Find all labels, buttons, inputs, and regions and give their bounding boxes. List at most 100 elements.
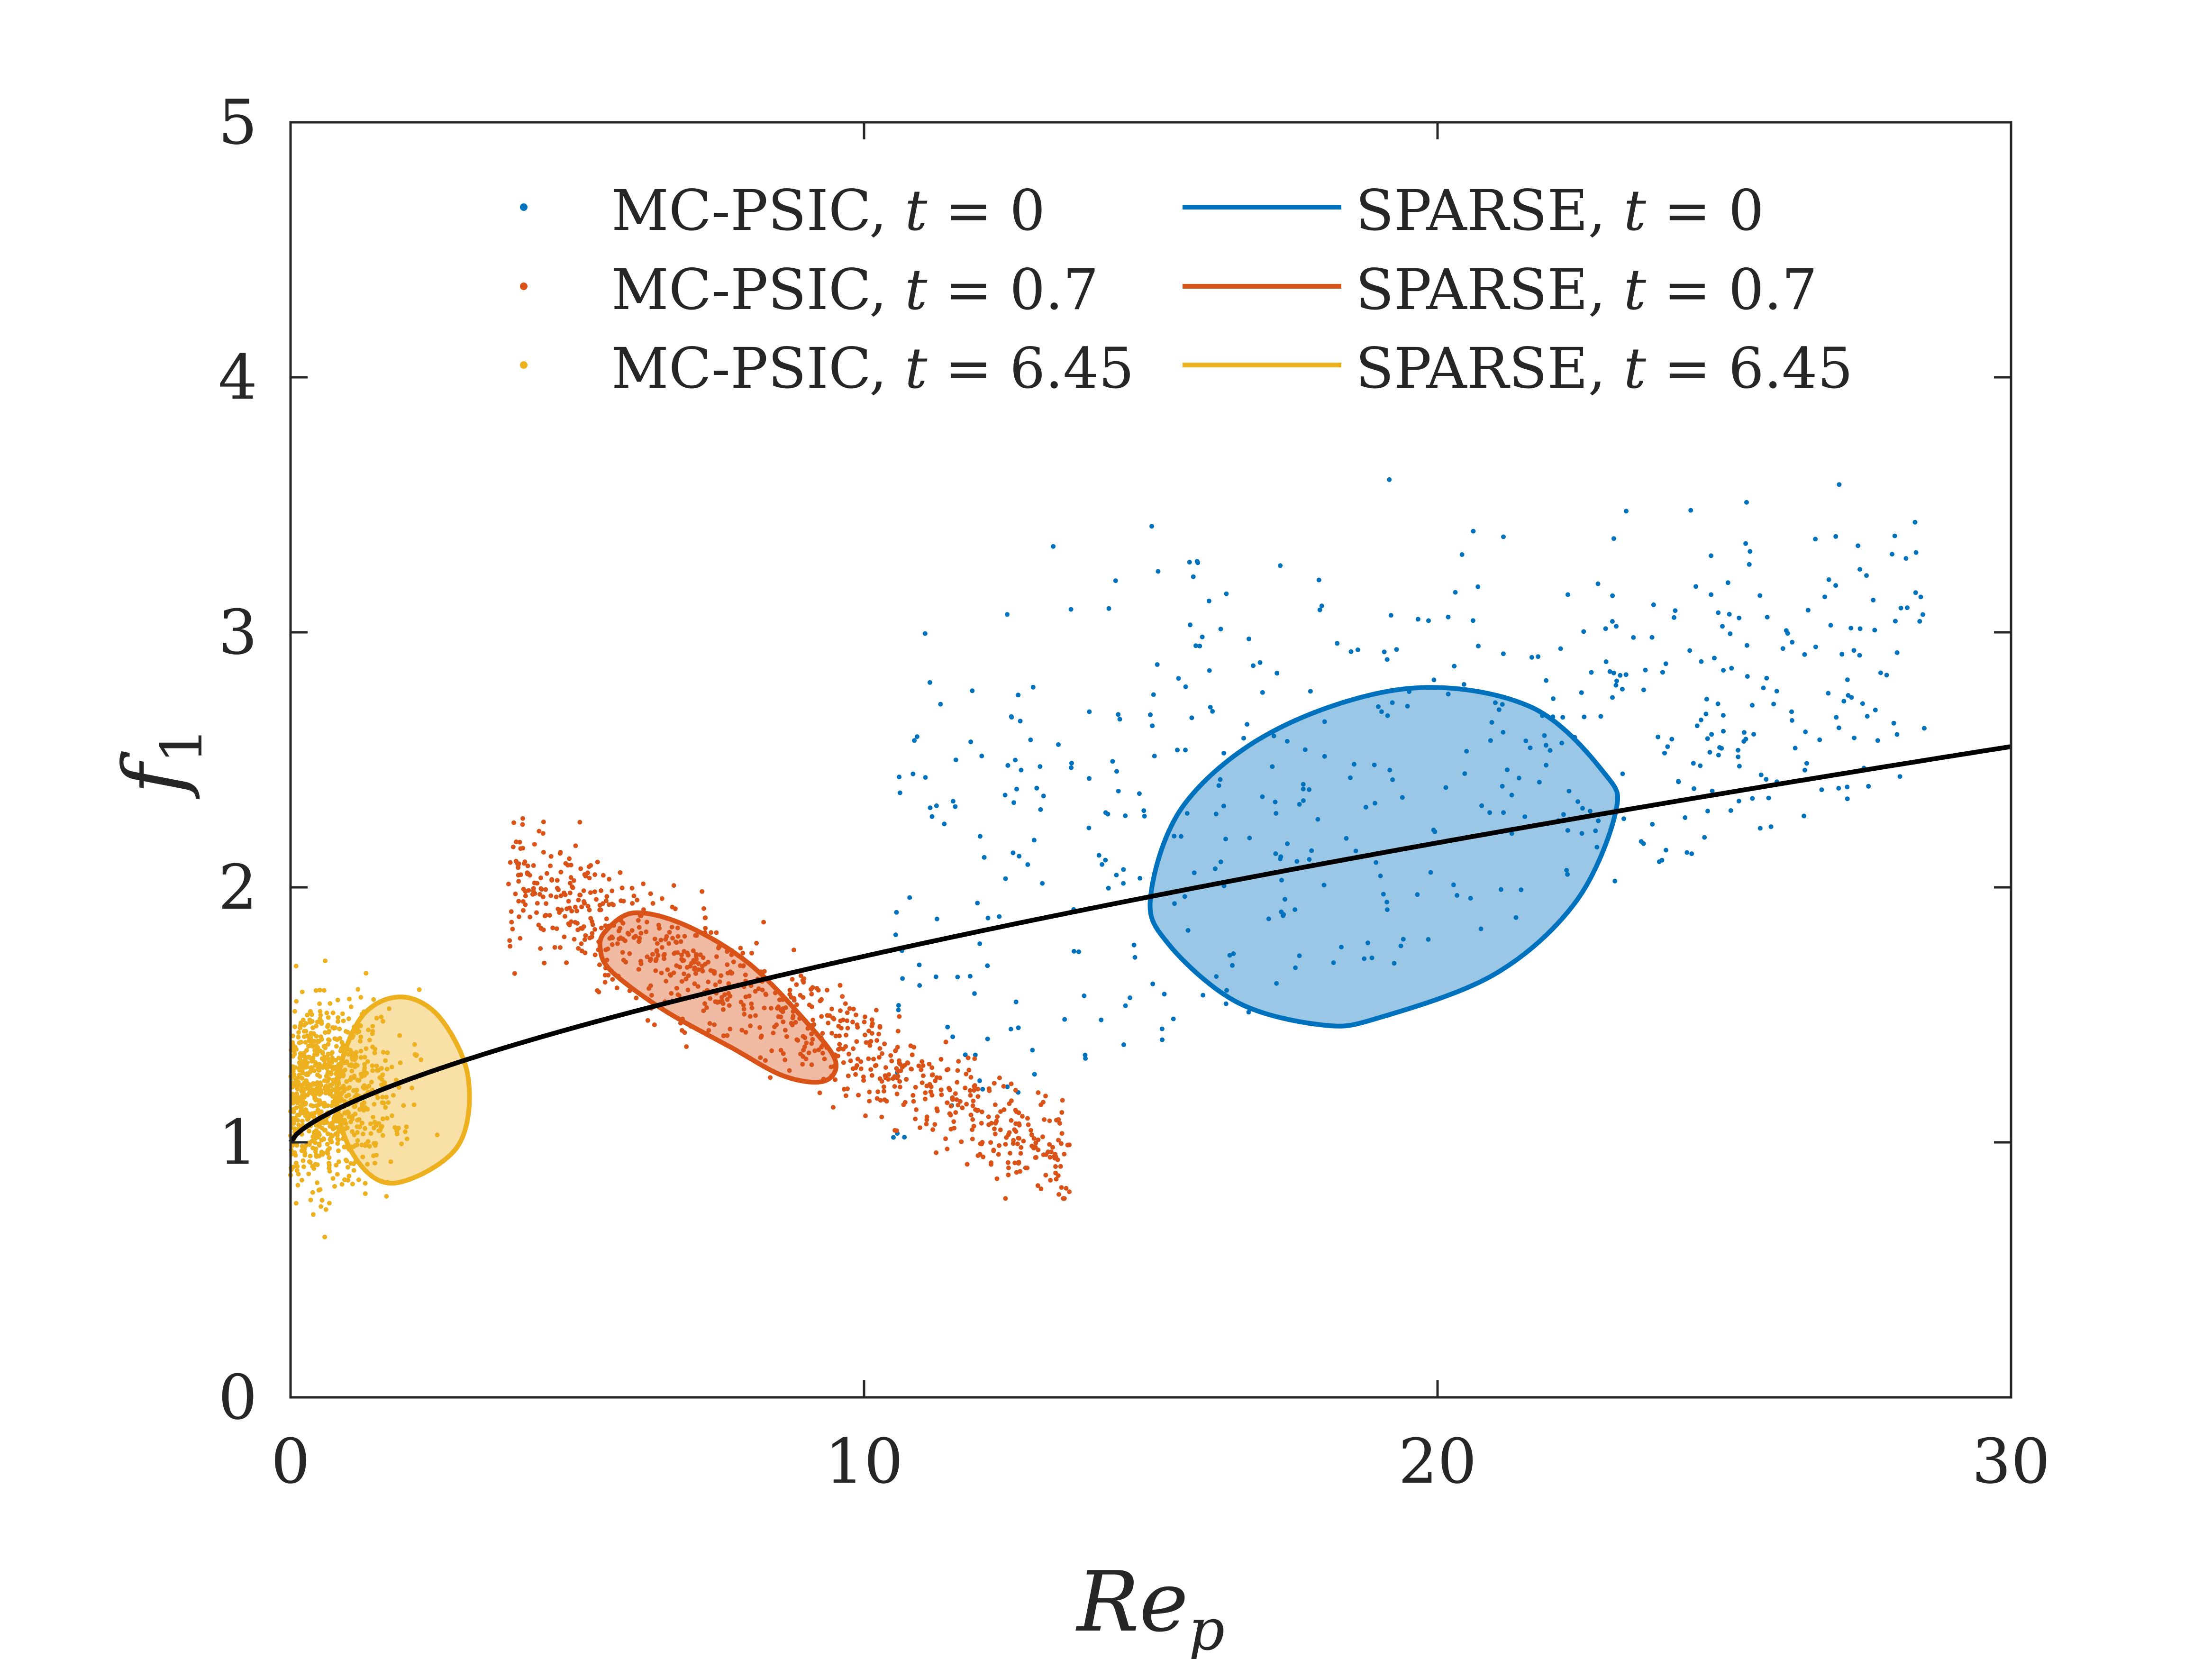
scatter-point <box>569 909 574 914</box>
scatter-point <box>706 959 711 965</box>
scatter-point <box>381 1050 386 1055</box>
scatter-point <box>927 1061 932 1066</box>
scatter-point <box>1148 712 1153 717</box>
scatter-point <box>1025 862 1030 867</box>
scatter-point <box>1207 668 1212 673</box>
scatter-point <box>371 1125 376 1130</box>
scatter-point <box>987 1088 992 1094</box>
scatter-point <box>1123 1003 1128 1008</box>
scatter-point <box>998 1109 1003 1114</box>
scatter-point <box>1699 659 1704 664</box>
scatter-point <box>1365 940 1370 946</box>
scatter-point <box>1459 552 1465 557</box>
scatter-point <box>1712 656 1717 661</box>
scatter-point <box>379 1082 384 1087</box>
scatter-point <box>981 1154 986 1159</box>
scatter-point <box>619 898 624 903</box>
scatter-point <box>916 1063 921 1068</box>
legend-entry-1: MC-PSIC, t = 0.7 <box>520 257 1099 322</box>
scatter-point <box>522 859 528 865</box>
scatter-point <box>1703 711 1709 717</box>
scatter-point <box>548 863 553 868</box>
scatter-point <box>671 883 676 888</box>
scatter-point <box>685 950 690 956</box>
scatter-point <box>1905 605 1910 611</box>
scatter-point <box>960 1105 965 1111</box>
scatter-point <box>882 1097 887 1103</box>
scatter-point <box>517 914 522 920</box>
scatter-point <box>1056 1117 1061 1122</box>
scatter-point <box>293 1201 299 1206</box>
scatter-point <box>1019 1145 1024 1150</box>
scatter-point <box>893 932 898 938</box>
scatter-point <box>1537 780 1542 785</box>
scatter-point <box>1398 943 1403 948</box>
scatter-point <box>1710 788 1715 793</box>
scatter-point <box>579 904 584 910</box>
scatter-point <box>749 950 754 956</box>
scatter-point <box>334 1044 339 1049</box>
scatter-point <box>308 1153 313 1158</box>
scatter-point <box>620 950 625 955</box>
scatter-point <box>1728 631 1733 636</box>
scatter-point <box>1725 580 1730 585</box>
scatter-point <box>894 1091 900 1096</box>
scatter-point <box>1193 643 1198 648</box>
scatter-point <box>1159 1026 1165 1031</box>
scatter-point <box>300 1095 305 1101</box>
scatter-point <box>1564 867 1569 873</box>
scatter-point <box>1676 779 1681 784</box>
scatter-point <box>727 1003 732 1008</box>
scatter-point <box>943 1136 948 1141</box>
scatter-point <box>513 891 518 896</box>
scatter-point <box>367 1038 372 1043</box>
scatter-point <box>992 1102 998 1107</box>
scatter-point <box>934 1150 939 1155</box>
scatter-point <box>928 680 932 685</box>
scatter-point <box>673 939 678 945</box>
scatter-point <box>1390 777 1395 782</box>
scatter-point <box>653 968 658 973</box>
scatter-point <box>905 1060 910 1066</box>
scatter-point <box>896 1007 901 1012</box>
scatter-point <box>861 1078 866 1083</box>
scatter-point <box>335 1172 340 1177</box>
scatter-point <box>720 1001 726 1006</box>
scatter-point <box>296 1172 301 1176</box>
scatter-point <box>557 945 563 950</box>
scatter-point <box>869 1073 874 1078</box>
scatter-point <box>897 1014 902 1019</box>
scatter-point <box>365 1162 370 1167</box>
scatter-point <box>992 1081 997 1086</box>
scatter-point <box>542 913 547 919</box>
scatter-point <box>924 1117 929 1122</box>
scatter-point <box>1018 1151 1023 1156</box>
scatter-point <box>1051 544 1056 549</box>
scatter-point <box>895 1029 901 1034</box>
legend-entry-0: MC-PSIC, t = 0 <box>520 178 1045 243</box>
scatter-point <box>787 992 792 997</box>
scatter-point <box>363 1191 368 1196</box>
scatter-point <box>709 930 714 935</box>
scatter-point <box>1283 897 1287 902</box>
scatter-point <box>970 1136 975 1141</box>
scatter-point <box>1059 1141 1064 1146</box>
scatter-point <box>531 863 536 868</box>
scatter-point <box>1705 809 1710 814</box>
scatter-point <box>1060 1098 1065 1103</box>
scatter-point <box>692 981 697 986</box>
scatter-point <box>794 1037 800 1042</box>
scatter-point <box>1128 995 1133 1000</box>
scatter-point <box>725 970 730 975</box>
scatter-point <box>372 1102 377 1107</box>
scatter-point <box>1789 718 1794 723</box>
scatter-point <box>679 979 684 984</box>
scatter-point <box>1611 536 1616 541</box>
scatter-point <box>719 995 724 1000</box>
scatter-point <box>528 914 533 920</box>
scatter-point <box>310 1190 315 1195</box>
scatter-point <box>1076 949 1081 954</box>
scatter-point <box>358 1055 364 1060</box>
scatter-point <box>295 1112 300 1118</box>
scatter-point <box>854 1012 858 1018</box>
